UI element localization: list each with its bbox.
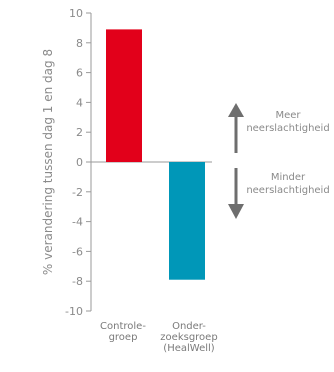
category-label: Controle- bbox=[100, 321, 146, 332]
annotation-down-label: Minder bbox=[271, 172, 306, 183]
down-arrow-icon bbox=[228, 204, 244, 219]
up-arrow-icon bbox=[228, 103, 244, 117]
annotation-down-label: neerslachtigheid bbox=[246, 185, 329, 196]
bars-group bbox=[106, 29, 205, 280]
direction-annotations: Meer neerslachtigheid Minder neerslachtighe… bbox=[228, 103, 330, 219]
y-tick-label: 8 bbox=[76, 37, 83, 50]
category-label: zoeksgroep bbox=[160, 332, 217, 343]
y-axis: -10 -8 -6 -4 -2 0 2 4 6 8 10 bbox=[65, 7, 212, 318]
bar bbox=[169, 162, 205, 280]
y-tick-label: -2 bbox=[72, 186, 83, 199]
bar bbox=[106, 29, 142, 162]
category-labels: Controle-groep Onder-zoeksgroep(HealWell) bbox=[100, 321, 218, 354]
y-tick-label: -8 bbox=[72, 275, 83, 288]
y-tick-label: 4 bbox=[76, 96, 83, 109]
annotation-up-label: neerslachtigheid bbox=[246, 123, 329, 134]
y-tick-label: 10 bbox=[69, 7, 83, 20]
y-tick-label: 2 bbox=[76, 126, 83, 139]
y-tick-label: 0 bbox=[76, 156, 83, 169]
y-tick-label: 6 bbox=[76, 67, 83, 80]
category-label: (HealWell) bbox=[163, 343, 214, 354]
category-label: groep bbox=[109, 332, 138, 343]
y-tick-label: -6 bbox=[72, 245, 83, 258]
y-tick-label: -10 bbox=[65, 305, 83, 318]
annotation-up-label: Meer bbox=[275, 110, 301, 121]
category-label: Onder- bbox=[172, 321, 206, 332]
y-axis-label: % verandering tussen dag 1 en dag 8 bbox=[41, 49, 55, 275]
y-tick-label: -4 bbox=[72, 216, 83, 229]
